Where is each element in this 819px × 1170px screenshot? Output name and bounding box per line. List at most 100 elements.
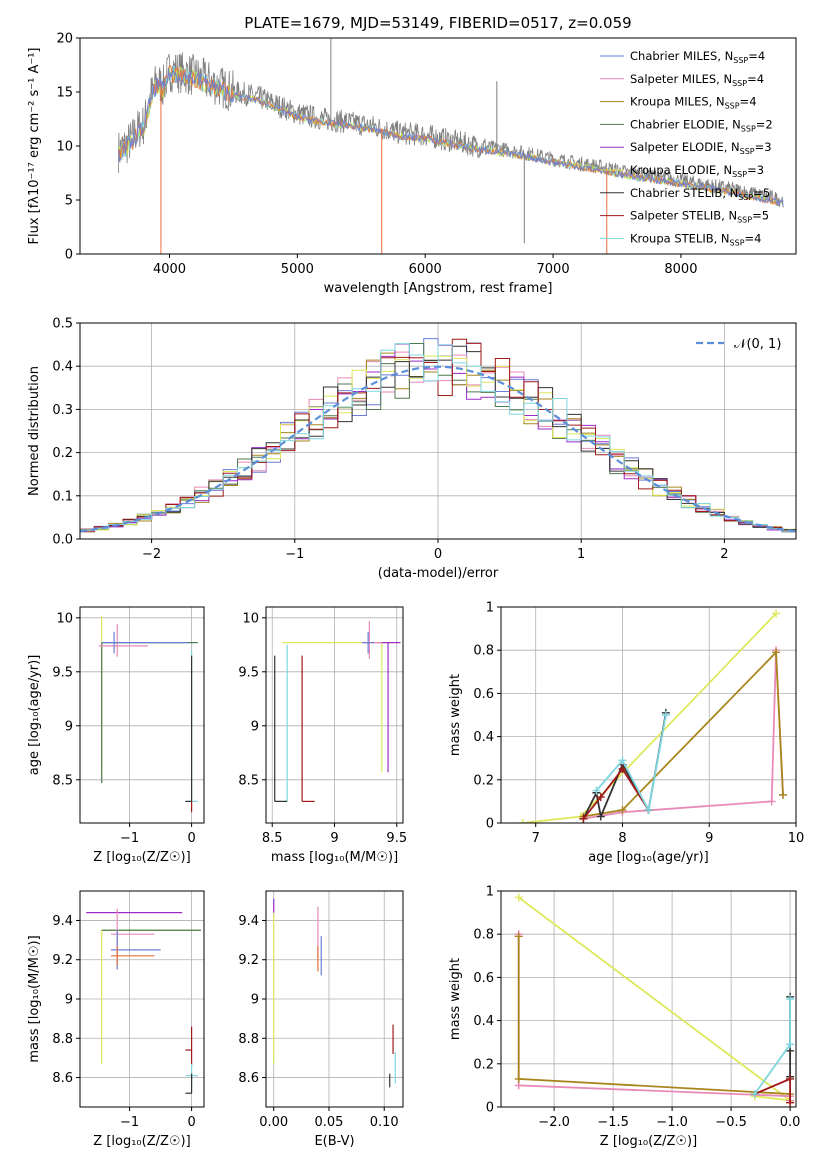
axes-frame	[500, 606, 797, 824]
data-point-marker	[579, 814, 588, 823]
legend-entry-nssp: 5	[762, 209, 769, 223]
legend-entry-nssp: 2	[765, 117, 772, 131]
x-tick-label: −1.5	[597, 1115, 629, 1130]
series-line	[522, 612, 777, 823]
legend-entry-prefix: , N	[721, 209, 737, 223]
x-tick-label: 7000	[537, 262, 570, 277]
series-line	[517, 934, 791, 1101]
legend-entry-sub: SSP	[733, 56, 748, 65]
y-axis-label: mass weight	[448, 674, 463, 756]
panel-mass-vs-Z: −1 0 8.6 8.8 9 9.2 9.4 Z [log₁₀(Z/Z☉)] mass [log…	[27, 890, 205, 1149]
y-tick-label: 0.2	[52, 446, 73, 461]
y-axis-label: Flux [fλ10⁻¹⁷ erg cm⁻² s⁻¹ A⁻¹]	[27, 48, 42, 245]
series-line	[583, 650, 784, 818]
legend-entry-name: Chabrier MILES	[630, 49, 717, 63]
legend-entry-nssp: 4	[757, 72, 764, 86]
data-point-marker	[596, 812, 605, 821]
y-tick-label: 0	[486, 817, 494, 832]
y-tick-label: 0.6	[473, 687, 494, 702]
x-tick-label: −1	[120, 1115, 139, 1130]
data-point-marker	[772, 648, 781, 657]
legend-entry-prefix: , N	[724, 140, 740, 154]
y-tick-label: 8.8	[52, 1032, 73, 1047]
legend-entry-prefix: , N	[725, 117, 741, 131]
panel-age-vs-mass: 8.5 9 9.5 8.5 9 9.5 10 mass [log₁₀(M/M☉)]	[238, 606, 407, 865]
data-point-marker	[518, 819, 527, 823]
histogram-step	[80, 338, 796, 533]
y-tick-label: 0.1	[52, 489, 73, 504]
data-point-marker	[514, 1074, 523, 1083]
data-point-marker	[778, 790, 787, 799]
plot-area	[98, 615, 198, 813]
legend-entry-name: Chabrier STELIB	[630, 186, 722, 200]
y-tick-label: 9	[65, 719, 73, 734]
x-tick-label: 9	[705, 831, 713, 846]
legend-entry: Salpeter ELODIE, NSSP=3	[630, 140, 772, 156]
panel-spectrum: 4000 5000 6000 7000 8000 0 5 10 15 20 wavelength […	[27, 32, 797, 296]
y-tick-label: 15	[56, 86, 73, 101]
data-point-marker	[786, 1074, 795, 1083]
data-point-marker	[786, 995, 795, 1003]
figure-title: PLATE=1679, MJD=53149, FIBERID=0517, z=0…	[244, 14, 631, 32]
y-tick-label: 9	[251, 719, 259, 734]
y-tick-label: 9.5	[52, 665, 73, 680]
legend-entry-eq: =	[753, 186, 763, 200]
plot-area	[518, 609, 787, 823]
plot-area	[274, 621, 401, 803]
y-tick-label: 8.5	[52, 773, 73, 788]
legend-entry-sub: SSP	[732, 79, 747, 88]
x-axis-label: Z [log₁₀(Z/Z☉)]	[93, 1134, 190, 1149]
x-tick-label: 9.5	[386, 831, 407, 846]
x-tick-label: 7	[532, 831, 540, 846]
panel-age-vs-Z: −1 0 8.5 9 9.5 10 Z [log₁₀(Z/Z☉)] age [log₁₀(ag…	[27, 606, 205, 865]
legend-entry-prefix: , N	[716, 72, 732, 86]
x-tick-label: 0	[187, 831, 195, 846]
legend-entry: Salpeter MILES, NSSP=4	[630, 72, 764, 88]
legend-entry-name: Salpeter ELODIE	[630, 140, 724, 154]
legend-entry-nssp: 3	[757, 163, 764, 177]
legend-entry-prefix: , N	[717, 49, 733, 63]
legend-entry-nssp: 4	[758, 49, 765, 63]
y-tick-label: 9	[251, 993, 259, 1008]
data-point-marker	[767, 797, 776, 806]
y-tick-label: 8.5	[238, 773, 259, 788]
y-tick-label: 10	[242, 611, 259, 626]
data-point-marker	[644, 806, 653, 815]
data-point-marker	[514, 932, 523, 941]
axes-frame	[500, 890, 797, 1108]
data-point-marker	[592, 786, 601, 795]
legend-entry-nssp: 5	[763, 186, 770, 200]
y-tick-label: 0.5	[52, 317, 73, 332]
y-axis-label: mass weight	[448, 958, 463, 1040]
y-tick-label: 9.4	[52, 914, 73, 929]
y-tick-label: 0.3	[52, 403, 73, 418]
y-tick-label: 9	[65, 993, 73, 1008]
x-axis-label: E(B-V)	[314, 1134, 354, 1149]
y-axis-label: age [log₁₀(age/yr)]	[27, 655, 42, 776]
x-tick-label: 8000	[664, 262, 697, 277]
legend-entry-sub: SSP	[730, 238, 745, 247]
x-tick-label: −1.0	[656, 1115, 688, 1130]
legend-entry-name: Kroupa ELODIE	[630, 163, 716, 177]
series-line-data	[118, 52, 784, 208]
x-tick-label: 5000	[281, 262, 314, 277]
y-axis-label-part: λ10⁻¹⁷ erg cm⁻² s⁻¹ A⁻¹]	[27, 48, 42, 204]
x-axis-label: wavelength [Angstrom, rest frame]	[324, 281, 553, 296]
x-tick-label: −1	[120, 831, 139, 846]
panel-residuals: −2 −1 0 1 2 0.0 0.1 0.2 0.3 0.4 0.5 (data-model)/er…	[27, 317, 797, 581]
legend-entry-sub: SSP	[732, 170, 747, 179]
x-tick-label: 0.0	[780, 1115, 801, 1130]
legend-entry: Chabrier ELODIE, NSSP=2	[630, 117, 773, 133]
legend-entry-eq: =	[755, 140, 765, 154]
x-tick-label: 1	[577, 547, 585, 562]
plot-area	[273, 898, 396, 1088]
y-tick-label: 9.2	[238, 953, 259, 968]
y-tick-label: 0.4	[473, 1014, 494, 1029]
plot-area	[117, 38, 784, 254]
data-point-marker	[596, 793, 605, 802]
legend-entry: 𝒩(0, 1)	[734, 337, 781, 352]
legend-entry-nssp: 3	[764, 140, 771, 154]
y-tick-label: 9.5	[238, 665, 259, 680]
y-tick-label: 0	[65, 248, 73, 263]
